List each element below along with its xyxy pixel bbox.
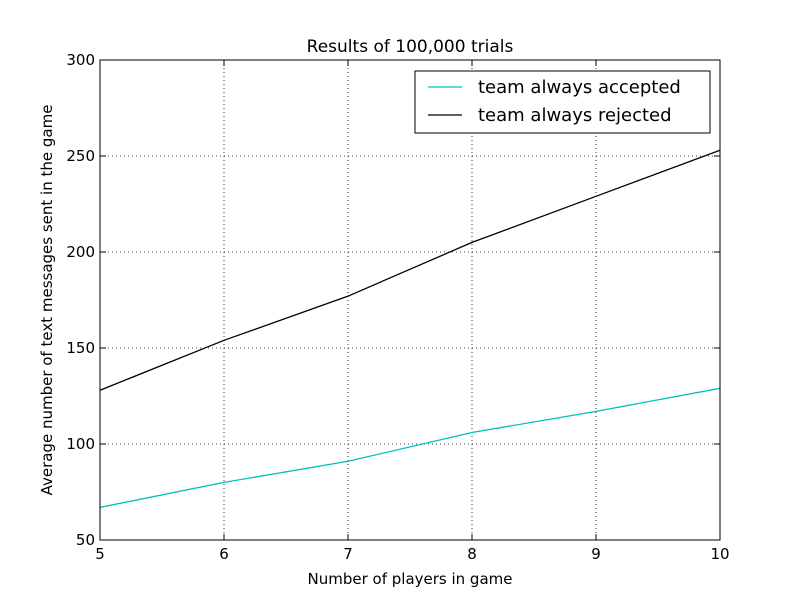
data-point <box>347 460 349 462</box>
chart-title: Results of 100,000 trials <box>307 37 514 57</box>
data-point <box>595 410 597 412</box>
x-tick-labels: 5 6 7 8 9 10 <box>95 545 729 563</box>
x-tick-label: 7 <box>343 545 353 563</box>
legend-label: team always accepted <box>478 77 681 98</box>
data-point <box>223 481 225 483</box>
series-line-0 <box>99 387 721 508</box>
y-tick-label: 200 <box>66 243 95 261</box>
x-tick-label: 8 <box>467 545 477 563</box>
data-point <box>471 241 473 243</box>
y-tick-label: 50 <box>76 531 95 549</box>
x-tick-label: 9 <box>591 545 601 563</box>
legend-label: team always rejected <box>478 105 672 126</box>
data-point <box>595 195 597 197</box>
x-axis-label: Number of players in game <box>308 570 513 588</box>
series-layer <box>99 149 721 508</box>
x-tick-label: 10 <box>710 545 729 563</box>
grid-lines <box>100 60 720 540</box>
y-tick-label: 150 <box>66 339 95 357</box>
y-tick-label: 250 <box>66 147 95 165</box>
data-point <box>471 431 473 434</box>
legend: team always accepted team always rejected <box>414 70 711 134</box>
data-point <box>347 295 349 297</box>
y-tick-label: 100 <box>66 435 95 453</box>
legend-box <box>414 70 711 134</box>
y-tick-labels: 50 100 150 200 250 300 <box>66 51 95 549</box>
data-point <box>223 339 225 341</box>
plot-area-frame <box>99 59 721 541</box>
x-tick-label: 5 <box>95 545 105 563</box>
y-axis-label: Average number of text messages sent in … <box>38 105 56 496</box>
y-tick-label: 300 <box>66 51 95 69</box>
series-line-1 <box>99 149 721 391</box>
axis-ticks <box>99 59 721 541</box>
x-tick-label: 6 <box>219 545 229 563</box>
